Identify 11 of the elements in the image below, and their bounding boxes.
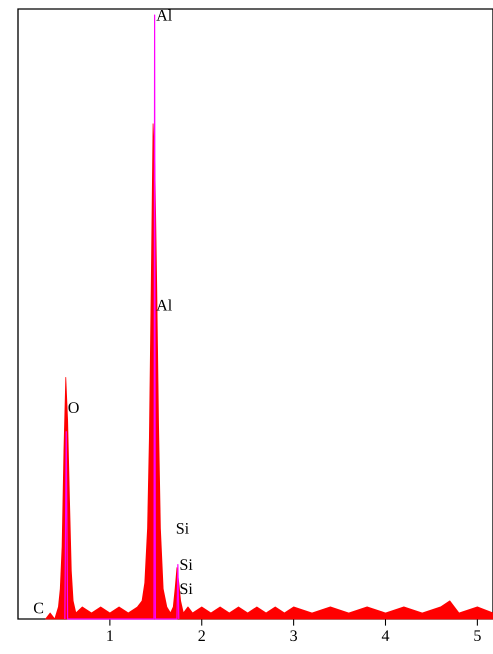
annotation: C: [34, 602, 44, 614]
x-tick-label: 5: [474, 630, 481, 641]
annotation: Al: [156, 9, 172, 21]
x-tick-label: 1: [107, 630, 113, 641]
x-tick-label: 4: [382, 630, 390, 641]
x-tick-label: 2: [198, 630, 205, 641]
annotation: Si: [180, 583, 192, 594]
x-tick-label: 3: [290, 630, 298, 642]
annotation: Si: [180, 559, 192, 570]
annotation: Si: [176, 523, 189, 534]
annotation: O: [68, 402, 79, 413]
